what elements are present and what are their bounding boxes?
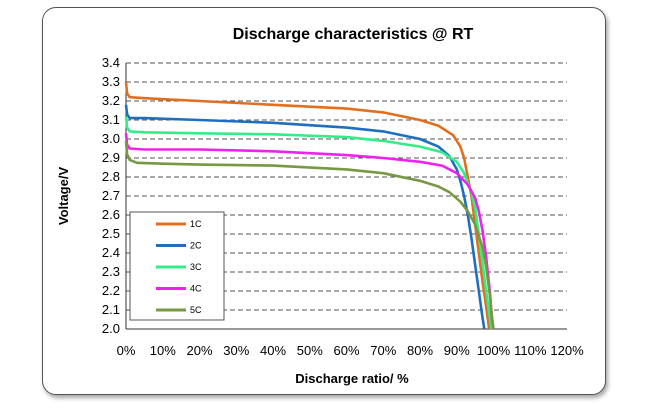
x-tick-label: 70% bbox=[370, 343, 396, 358]
x-tick-label: 110% bbox=[514, 343, 547, 358]
x-tick-label: 10% bbox=[150, 343, 176, 358]
x-tick-label: 30% bbox=[223, 343, 249, 358]
y-tick-label: 3.1 bbox=[102, 112, 120, 127]
y-tick-label: 2.1 bbox=[102, 302, 120, 317]
series-line-1C bbox=[124, 81, 491, 330]
y-tick-label: 3.2 bbox=[102, 93, 120, 108]
x-tick-label: 80% bbox=[407, 343, 433, 358]
y-axis-title: Voltage/V bbox=[56, 167, 71, 226]
legend-label: 2C bbox=[190, 241, 202, 251]
legend-label: 4C bbox=[190, 284, 202, 294]
x-tick-label: 40% bbox=[260, 343, 286, 358]
y-tick-label: 3.0 bbox=[102, 131, 120, 146]
x-tick-label: 20% bbox=[186, 343, 212, 358]
y-tick-label: 2.6 bbox=[102, 207, 120, 222]
y-tick-label: 2.7 bbox=[102, 188, 120, 203]
y-tick-label: 2.0 bbox=[102, 321, 120, 336]
y-tick-label: 2.8 bbox=[102, 169, 120, 184]
y-tick-label: 2.4 bbox=[102, 245, 120, 260]
legend: 1C 2C 3C 4C 5C bbox=[129, 211, 225, 321]
y-tick-label: 3.4 bbox=[102, 55, 120, 70]
series-line-4C bbox=[124, 133, 495, 330]
y-tick-label: 2.9 bbox=[102, 150, 120, 165]
x-tick-label: 50% bbox=[297, 343, 323, 358]
y-tick-label: 2.3 bbox=[102, 264, 120, 279]
series-line-5C bbox=[124, 140, 495, 330]
x-axis-title: Discharge ratio/ % bbox=[295, 371, 409, 386]
legend-label: 1C bbox=[190, 219, 202, 229]
y-tick-label: 2.2 bbox=[102, 283, 120, 298]
x-tick-label: 0% bbox=[117, 343, 136, 358]
series-layer bbox=[124, 81, 495, 330]
x-tick-label: 90% bbox=[444, 343, 470, 358]
chart-title: Discharge characteristics @ RT bbox=[233, 26, 474, 43]
y-tick-label: 2.5 bbox=[102, 226, 120, 241]
series-line-2C bbox=[124, 104, 486, 330]
legend-label: 3C bbox=[190, 262, 202, 272]
legend-label: 5C bbox=[190, 305, 202, 315]
tick-labels: 2.0 2.1 2.2 2.3 2.4 2.5 2.6 2.7 2.8 2.9 3.0 3.1 3.2 3… bbox=[102, 55, 584, 358]
y-tick-label: 3.3 bbox=[102, 74, 120, 89]
series-line-3C bbox=[124, 116, 493, 330]
x-tick-label: 60% bbox=[333, 343, 359, 358]
x-tick-label: 120% bbox=[550, 343, 584, 358]
x-tick-label: 100% bbox=[477, 343, 511, 358]
